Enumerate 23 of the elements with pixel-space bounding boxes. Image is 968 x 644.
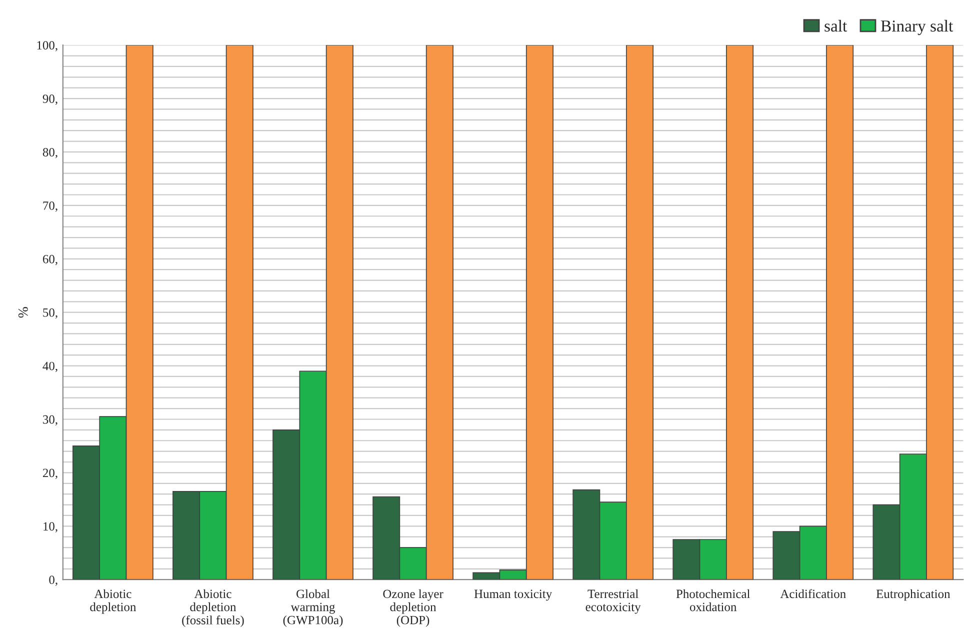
y-tick-label: 60,	[42, 254, 58, 266]
y-tick-label: 20,	[42, 468, 58, 479]
x-tick-label: Terrestrial ecotoxicity	[586, 589, 641, 614]
x-tick-label: Abiotic depletion (fossil fuels)	[182, 589, 244, 627]
legend-label: salt	[824, 20, 848, 32]
y-tick-label: 30,	[43, 415, 58, 426]
y-tick-label: 90,	[42, 94, 58, 105]
x-tick-label: Photochemical oxidation	[676, 589, 750, 612]
x-tick-label: Human toxicity	[474, 590, 552, 601]
x-tick-label: Global warming (GWP100a)	[283, 589, 343, 627]
y-axis-title: %	[18, 307, 28, 318]
y-tick-label: 40,	[42, 362, 58, 372]
x-tick-label: Eutrophication	[876, 589, 950, 601]
x-tick-label: Ozone layer depletion (ODP)	[383, 589, 444, 627]
y-tick-label: 100,	[37, 41, 58, 52]
y-tick-label: 10,	[44, 522, 58, 532]
y-tick-label: 80,	[42, 148, 58, 158]
legend-label: Binary salt	[880, 20, 954, 36]
x-tick-label: Abiotic depletion	[90, 589, 136, 614]
y-tick-label: 70,	[43, 201, 58, 212]
y-tick-label: 0,	[49, 576, 58, 586]
y-tick-label: 50,	[43, 308, 58, 319]
x-tick-label: Acidification	[780, 589, 846, 598]
